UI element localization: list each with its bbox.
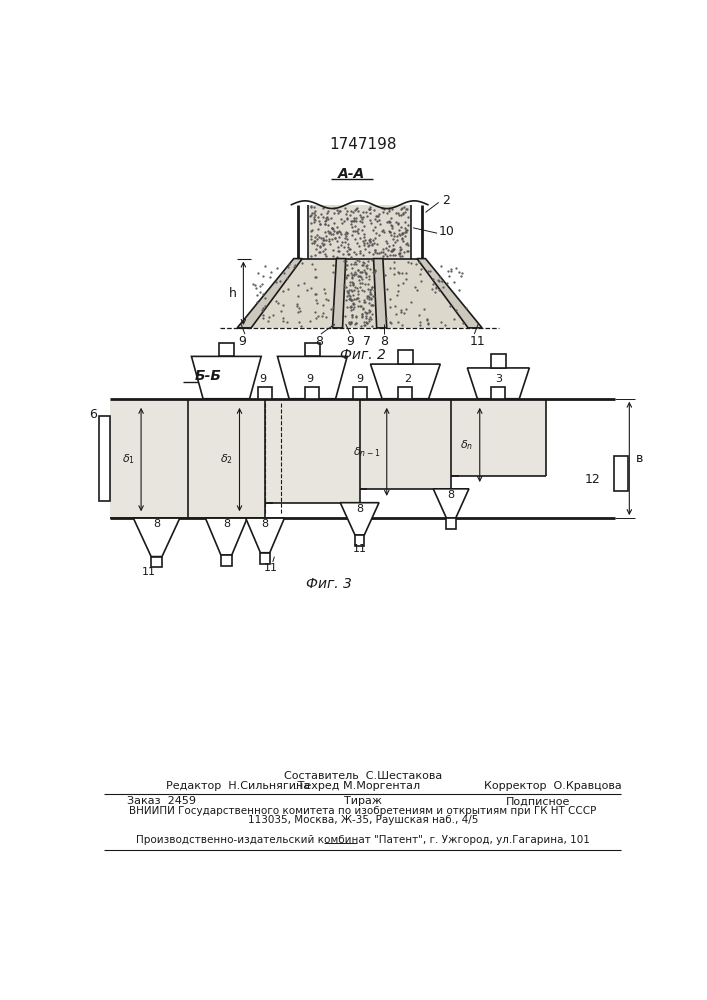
Bar [308,205,411,259]
Polygon shape [192,356,261,399]
Text: 113035, Москва, Ж-35, Раушская наб., 4/5: 113035, Москва, Ж-35, Раушская наб., 4/5 [247,815,478,825]
Text: $\delta_1$: $\delta_1$ [122,453,135,466]
Polygon shape [277,356,347,399]
Text: 9: 9 [259,374,267,384]
Text: Редактор  Н.Сильнягина: Редактор Н.Сильнягина [166,781,310,791]
Polygon shape [467,368,530,399]
Polygon shape [332,259,346,328]
Bar [451,399,546,476]
Text: 8: 8 [223,519,230,529]
Text: h: h [229,287,237,300]
Text: Производственно-издательский комбинат "Патент", г. Ужгород, ул.Гагарина, 101: Производственно-издательский комбинат "П… [136,835,590,845]
Text: 7: 7 [363,335,371,348]
Polygon shape [340,503,379,535]
Text: 9: 9 [356,374,363,384]
Text: 8: 8 [356,504,363,514]
Text: ВНИИПИ Государственного комитета по изобретениям и открытиям при ГК НТ СССР: ВНИИПИ Государственного комитета по изоб… [129,806,597,816]
Polygon shape [246,518,284,553]
Polygon shape [206,518,247,555]
Text: Фиг. 3: Фиг. 3 [305,577,351,591]
Text: 11: 11 [264,563,278,573]
Polygon shape [433,489,469,518]
Bar [110,399,187,518]
Text: А-А: А-А [338,167,366,181]
Bar [187,399,265,518]
Bar [353,387,367,399]
Text: 11: 11 [469,335,485,348]
Text: Корректор  О.Кравцова: Корректор О.Кравцова [484,781,621,791]
Polygon shape [383,259,468,328]
Bar [305,387,320,399]
Bar [491,354,506,368]
Polygon shape [343,259,377,328]
Bar [305,343,320,356]
Bar [258,387,272,399]
Text: $\delta_n$: $\delta_n$ [460,438,474,452]
Bar [446,518,456,529]
Text: $\delta_2$: $\delta_2$ [221,453,233,466]
Text: 9: 9 [238,335,246,348]
Polygon shape [373,259,387,328]
Text: 9: 9 [306,374,314,384]
Text: Подписное: Подписное [506,796,570,806]
Text: 8: 8 [380,335,388,348]
Text: 8: 8 [315,335,323,348]
Bar [360,399,451,489]
Text: Фиг. 2: Фиг. 2 [340,348,385,362]
Bar [218,343,234,356]
Text: 8: 8 [448,490,455,500]
Polygon shape [237,259,303,328]
Text: 9: 9 [346,335,354,348]
Text: 8: 8 [153,519,160,529]
Text: 11: 11 [353,544,367,554]
Bar [355,535,364,546]
Text: .Техред М.Моргентал: .Техред М.Моргентал [293,781,420,791]
Text: 8: 8 [262,519,269,529]
Text: 10: 10 [438,225,455,238]
Text: $\delta_{n-1}$: $\delta_{n-1}$ [353,445,380,459]
Text: Тираж: Тираж [344,796,382,806]
Text: 11: 11 [142,567,156,577]
Bar [151,557,162,567]
Bar [265,399,360,503]
Text: Заказ  2459: Заказ 2459 [127,796,196,806]
Text: 2: 2 [443,194,450,207]
Polygon shape [134,518,180,557]
Bar [397,350,413,364]
Text: в: в [636,452,643,465]
Text: 6: 6 [89,408,97,421]
Text: Составитель  С.Шестакова: Составитель С.Шестакова [284,771,442,781]
Bar [614,456,628,491]
Bar [491,387,506,399]
Bar [398,387,412,399]
Text: 1747198: 1747198 [329,137,397,152]
Polygon shape [370,364,440,399]
Polygon shape [251,259,337,328]
Polygon shape [417,259,482,328]
Bar [99,416,110,501]
Text: 3: 3 [495,374,502,384]
Bar [260,553,270,564]
Text: Б-Б: Б-Б [195,369,222,383]
Text: 2: 2 [404,374,411,384]
Bar [221,555,232,566]
Text: 12: 12 [584,473,600,486]
